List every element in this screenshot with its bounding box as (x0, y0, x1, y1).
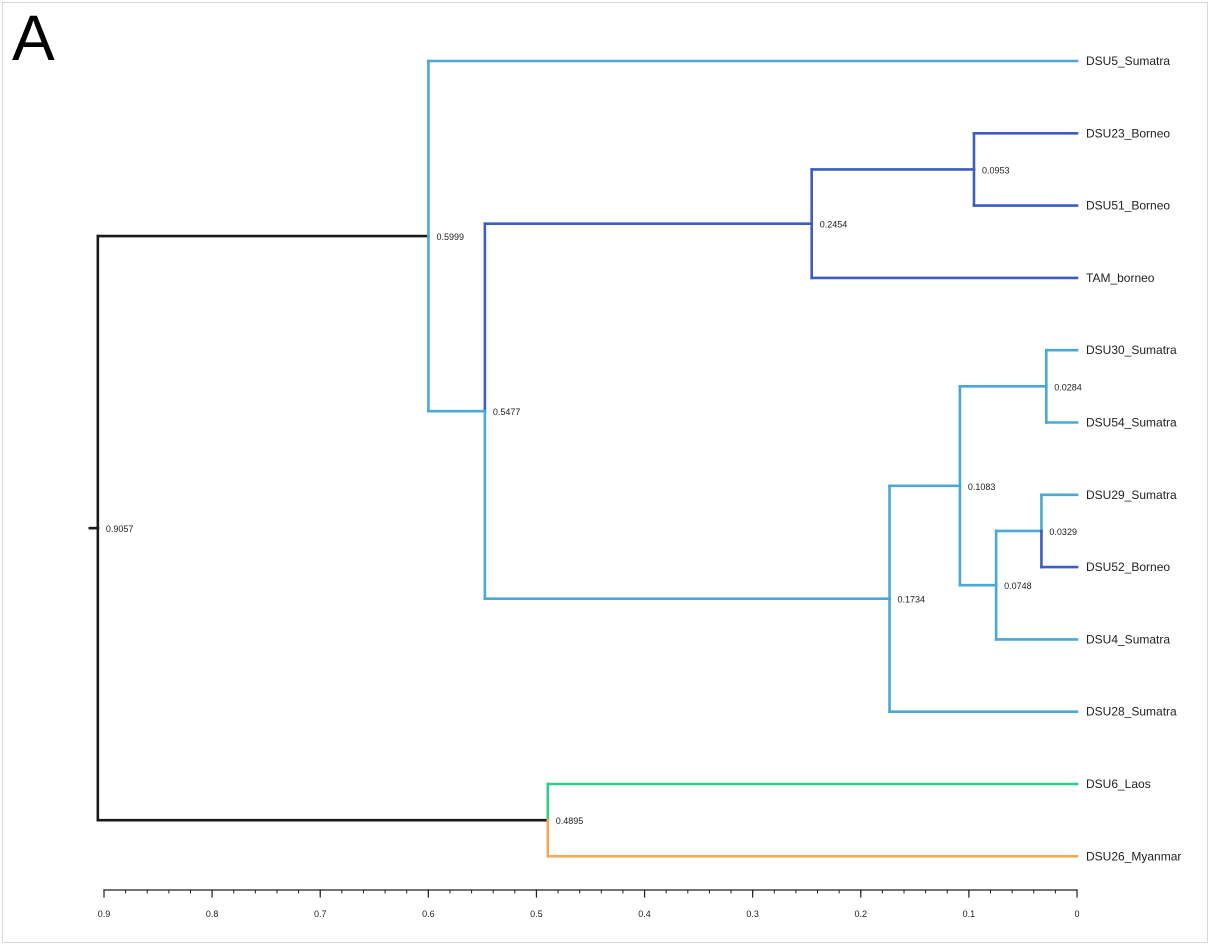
leaf-label-DSU23: DSU23_Borneo (1086, 126, 1170, 140)
axis-tick-label: 0.8 (206, 909, 219, 919)
node-labels: 0.9057 0.5999 0.5477 0.2454 0.0953 0.1734 0.10… (106, 165, 1082, 826)
leaf-label-DSU54: DSU54_Sumatra (1086, 416, 1177, 430)
node-label-n_0748: 0.0748 (1004, 581, 1032, 591)
leaf-label-DSU4: DSU4_Sumatra (1086, 632, 1170, 646)
leaf-label-DSU52: DSU52_Borneo (1086, 560, 1170, 574)
leaf-label-DSU6: DSU6_Laos (1086, 777, 1151, 791)
leaf-label-DSU51: DSU51_Borneo (1086, 199, 1170, 213)
leaf-label-DSU29: DSU29_Sumatra (1086, 488, 1177, 502)
leaf-label-TAM: TAM_borneo (1086, 271, 1155, 285)
axis-tick-label: 0.4 (638, 909, 651, 919)
node-label-n_4895: 0.4895 (556, 816, 584, 826)
axis-tick-label: 0.1 (963, 909, 976, 919)
node-label-n_2454: 0.2454 (820, 220, 848, 230)
leaf-label-DSU5: DSU5_Sumatra (1086, 54, 1170, 68)
node-label-n_0329: 0.0329 (1049, 527, 1077, 537)
leaf-label-DSU28: DSU28_Sumatra (1086, 705, 1177, 719)
axis-tick-label: 0.2 (855, 909, 868, 919)
node-label-n_0953: 0.0953 (982, 165, 1010, 175)
node-label-n_0284: 0.0284 (1054, 382, 1082, 392)
axis-tick-label: 0.3 (746, 909, 759, 919)
axis-tick-label: 0 (1074, 909, 1079, 919)
axis-tick-label: 0.5 (530, 909, 543, 919)
leaf-label-DSU30: DSU30_Sumatra (1086, 343, 1177, 357)
leaf-label-DSU26: DSU26_Myanmar (1086, 849, 1181, 863)
node-label-n_5477: 0.5477 (493, 407, 521, 417)
node-label-n_1083: 0.1083 (968, 482, 996, 492)
axis-tick-label: 0.6 (422, 909, 435, 919)
panel-label: A (12, 2, 55, 74)
axis-tick-label: 0.9 (98, 909, 111, 919)
node-label-n_1734: 0.1734 (898, 595, 926, 605)
node-label-n_root: 0.9057 (106, 524, 134, 534)
node-label-n_5999: 0.5999 (436, 232, 464, 242)
distance-axis: 0.9 0.8 0.7 0.6 0.5 0.4 0.3 0.2 0.1 0 (98, 889, 1080, 919)
leaf-labels: DSU5_Sumatra DSU23_Borneo DSU51_Borneo TAM_… (1086, 54, 1181, 863)
tree-branches (88, 59, 1079, 858)
axis-tick-label: 0.7 (314, 909, 327, 919)
